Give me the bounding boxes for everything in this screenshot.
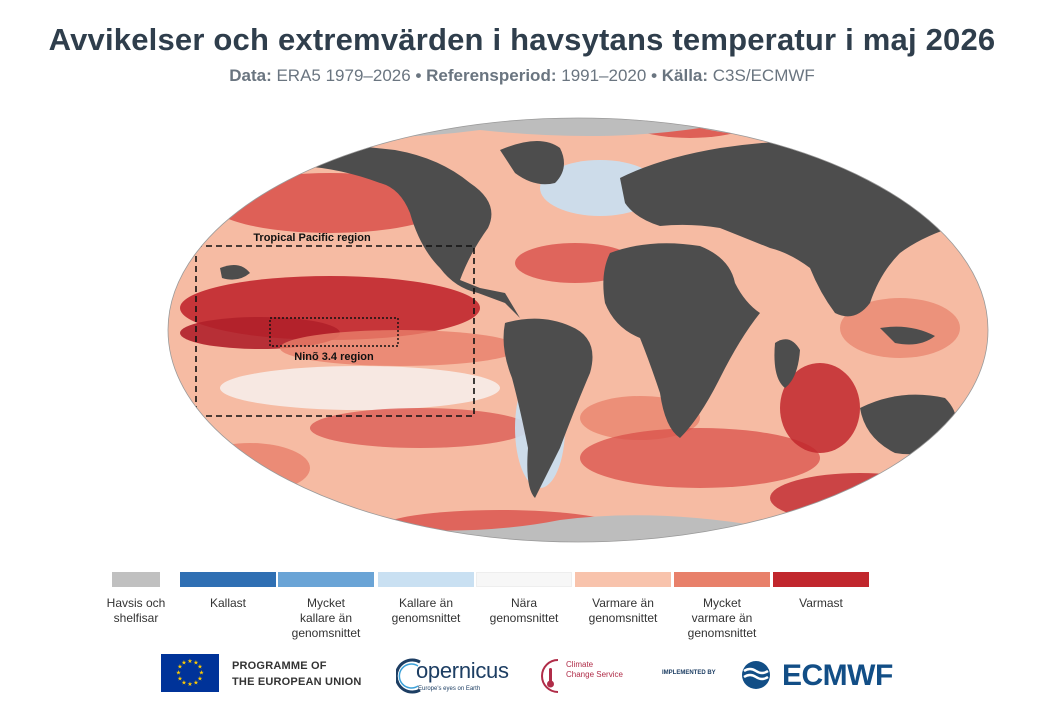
anomaly-patch	[770, 473, 950, 523]
ecmwf-logo: IMPLEMENTED BY ECMWF	[656, 652, 896, 696]
south-america	[503, 318, 593, 498]
subtitle: Data: ERA5 1979–2026 • Referensperiod: 1…	[0, 66, 1044, 86]
tropical-pacific-region-box	[195, 245, 475, 417]
legend-label: Mycket kallare än genomsnittet	[291, 596, 361, 640]
page-title: Avvikelser och extremvärden i havsytans …	[48, 22, 996, 57]
separator-1: •	[415, 66, 422, 85]
legend-item-coldest: Kallast	[180, 572, 276, 610]
anomaly-patch	[190, 443, 310, 493]
svg-text:★: ★	[177, 664, 182, 671]
reference-label: Referensperiod:	[426, 66, 557, 85]
legend-swatch	[575, 572, 671, 587]
svg-text:★: ★	[181, 660, 186, 667]
anomaly-patch	[310, 408, 530, 448]
c3s-line2: Change Service	[566, 670, 623, 679]
c3s-text: Climate Change Service	[566, 660, 623, 680]
eu-text-line2: THE EUROPEAN UNION	[232, 676, 362, 688]
eu-text-line1: PROGRAMME OF	[232, 660, 327, 672]
source-label: Källa:	[661, 66, 709, 85]
copernicus-name: opernicus	[416, 658, 509, 683]
eu-flag-logo: ★ ★ ★ ★ ★ ★ ★ ★ ★ ★ ★ ★	[161, 654, 219, 692]
globe-outline	[167, 117, 989, 543]
anomaly-patch	[780, 363, 860, 453]
madagascar	[774, 339, 800, 388]
c3s-logo: Climate Change Service	[538, 650, 658, 700]
copernicus-tagline: Europe's eyes on Earth	[418, 686, 481, 692]
nino34-region-box	[269, 317, 399, 347]
legend-label: Mycket varmare än genomsnittet	[687, 596, 757, 640]
source-value: C3S/ECMWF	[712, 66, 815, 85]
legend-item-colder: Kallare än genomsnittet	[378, 572, 474, 625]
nino34-label: Ninõ 3.4 region	[294, 351, 374, 363]
anomaly-patch	[280, 330, 520, 366]
implemented-by-label: IMPLEMENTED BY	[662, 670, 716, 676]
svg-text:★: ★	[193, 660, 198, 667]
legend-item-sea-ice: Havsis och shelfisar	[107, 572, 165, 625]
world-map: Tropical Pacific region Ninõ 3.4 region	[0, 88, 1044, 568]
ecmwf-name: ECMWF	[782, 659, 893, 692]
svg-text:★: ★	[177, 676, 182, 683]
reference-value: 1991–2020	[561, 66, 647, 85]
legend-swatch	[180, 572, 276, 587]
thermometer-icon	[541, 659, 559, 693]
legend-label: Kallare än genomsnittet	[391, 596, 461, 625]
legend-item-near-average: Nära genomsnittet	[476, 572, 572, 625]
legend-label: Kallast	[209, 596, 247, 610]
svg-text:★: ★	[199, 670, 204, 677]
logo-bar: ★ ★ ★ ★ ★ ★ ★ ★ ★ ★ ★ ★ PROGRAMME OF THE EUROPEA…	[0, 648, 1044, 708]
legend-item-much-warmer: Mycket varmare än genomsnittet	[674, 572, 770, 640]
anomaly-patch	[580, 428, 820, 488]
legend-item-warmest: Varmast	[773, 572, 869, 610]
greenland	[500, 140, 564, 185]
svg-text:★: ★	[197, 664, 202, 671]
svg-text:★: ★	[187, 658, 192, 665]
legend-label: Varmare än genomsnittet	[588, 596, 658, 625]
map-globe	[168, 118, 988, 542]
tropical-pacific-label: Tropical Pacific region	[253, 232, 371, 244]
legend-item-much-colder: Mycket kallare än genomsnittet	[278, 572, 374, 640]
svg-text:★: ★	[176, 670, 181, 677]
legend-swatch	[278, 572, 374, 587]
anomaly-patch	[220, 366, 500, 410]
legend-label: Havsis och shelfisar	[106, 596, 166, 625]
svg-text:★: ★	[193, 680, 198, 687]
legend-swatch	[674, 572, 770, 587]
legend: Havsis och shelfisar Kallast Mycket kall…	[0, 572, 1044, 652]
copernicus-logo: opernicus Europe's eyes on Earth	[396, 650, 546, 700]
antarctic-sea-ice	[168, 515, 988, 542]
svg-text:★: ★	[181, 680, 186, 687]
copernicus-c-icon	[396, 658, 421, 694]
separator-2: •	[651, 66, 658, 85]
eu-programme-text: PROGRAMME OF THE EUROPEAN UNION	[232, 658, 362, 690]
africa	[603, 243, 760, 438]
ecmwf-waves-icon	[742, 661, 770, 689]
islands	[220, 264, 250, 280]
legend-label: Nära genomsnittet	[489, 596, 559, 625]
data-value: ERA5 1979–2026	[276, 66, 411, 85]
svg-text:★: ★	[197, 676, 202, 683]
legend-label: Varmast	[799, 596, 843, 610]
svg-text:★: ★	[187, 681, 192, 688]
map-svg: Tropical Pacific region Ninõ 3.4 region	[167, 117, 989, 543]
legend-swatch	[378, 572, 474, 587]
north-america	[170, 127, 520, 318]
c3s-line1: Climate	[566, 660, 594, 669]
legend-swatch	[476, 572, 572, 587]
indonesia	[880, 326, 935, 345]
legend-item-warmer: Varmare än genomsnittet	[575, 572, 671, 625]
data-label: Data:	[229, 66, 272, 85]
legend-swatch	[112, 572, 160, 587]
legend-swatch	[773, 572, 869, 587]
eu-stars-icon: ★ ★★ ★★★ ★★★ ★★★	[176, 658, 204, 688]
